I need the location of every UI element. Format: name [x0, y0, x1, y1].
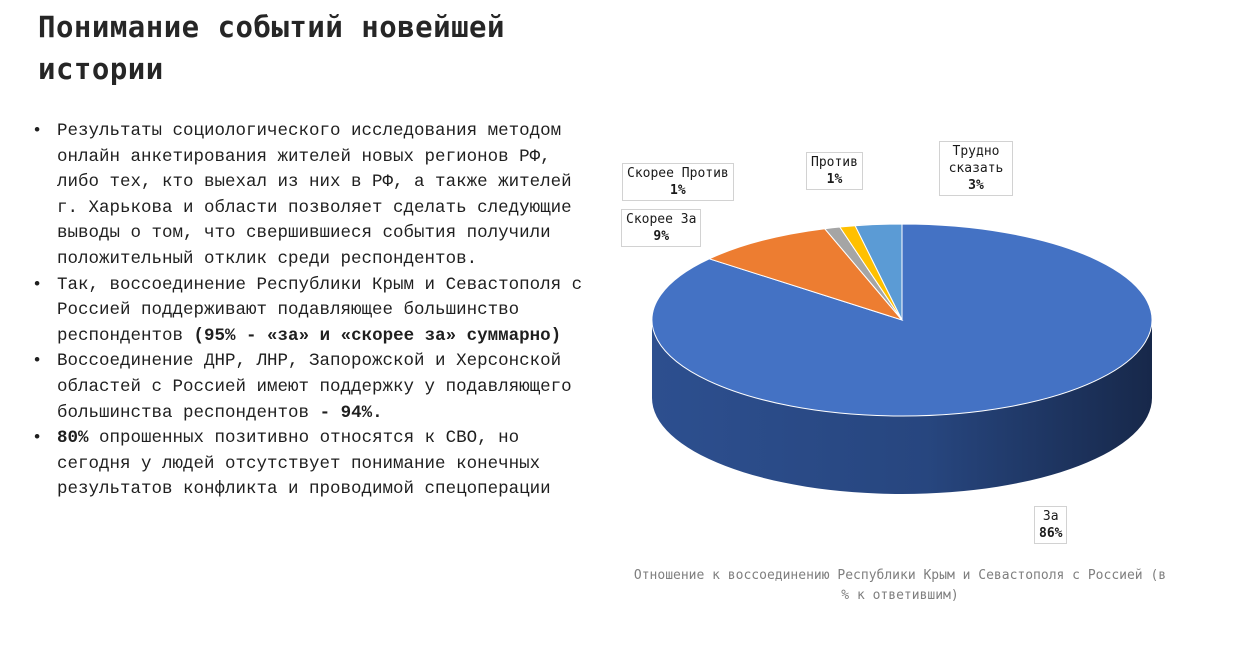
slice-label: Против — [811, 155, 858, 170]
bullet-emphasis: (95% - «за» и «скорее за» суммарно) — [193, 325, 562, 346]
pie-chart: Скорее Против 1% Против 1% Трудно сказат… — [600, 120, 1240, 620]
chart-caption: Отношение к воссоединению Республики Кры… — [633, 568, 1167, 603]
bullet-text: Воссоединение ДНР, ЛНР, Запорожской и Хе… — [57, 351, 572, 423]
bullet-item: • Результаты социологического исследован… — [30, 119, 590, 273]
bullet-list: • Результаты социологического исследован… — [30, 119, 590, 503]
pie-side-wall — [652, 320, 1152, 494]
bullet-emphasis: 80% — [57, 428, 89, 449]
pie-chart-svg — [651, 223, 1153, 494]
pie-slice-5 — [854, 223, 903, 321]
pie-side-face — [652, 320, 1152, 494]
bullet-dot: • — [32, 352, 43, 372]
bullet-dot: • — [32, 429, 43, 449]
pie-slices — [651, 223, 1153, 417]
slide-title: Понимание событий новейшей истории — [38, 10, 505, 86]
slice-label: За — [1042, 509, 1059, 524]
label-skoree-za: Скорее За 9% — [621, 209, 702, 247]
label-protiv: Против 1% — [806, 152, 863, 190]
bullet-item: • Воссоединение ДНР, ЛНР, Запорожской и … — [30, 349, 590, 426]
slice-label: Скорее За — [626, 212, 697, 227]
pie-slice-2 — [707, 228, 904, 322]
bullet-text: опрошенных позитивно относятся к СВО, но… — [57, 428, 551, 500]
label-za: За 86% — [1034, 506, 1068, 544]
slice-value: 86% — [1039, 526, 1063, 541]
slice-value: 1% — [670, 183, 686, 198]
slice-value: 3% — [968, 178, 984, 193]
label-trudno-skazat: Трудно сказать 3% — [939, 141, 1013, 196]
bullet-item: • 80% опрошенных позитивно относятся к С… — [30, 426, 590, 503]
slice-label: Трудно сказать — [948, 144, 1004, 176]
label-skoree-protiv: Скорее Против 1% — [622, 163, 734, 201]
bullet-text: Результаты социологического исследования… — [57, 121, 572, 269]
slice-value: 1% — [826, 172, 843, 187]
slice-value: 9% — [653, 229, 670, 244]
bullet-dot: • — [32, 122, 43, 141]
slice-label: Скорее Против — [627, 166, 729, 181]
bullet-text: Так, воссоединение Республики Крым и Сев… — [57, 274, 583, 346]
bullet-item: • Так, воссоединение Республики Крым и С… — [30, 273, 590, 350]
bullet-dot: • — [32, 275, 43, 295]
bullet-emphasis: - 94%. — [319, 402, 383, 423]
